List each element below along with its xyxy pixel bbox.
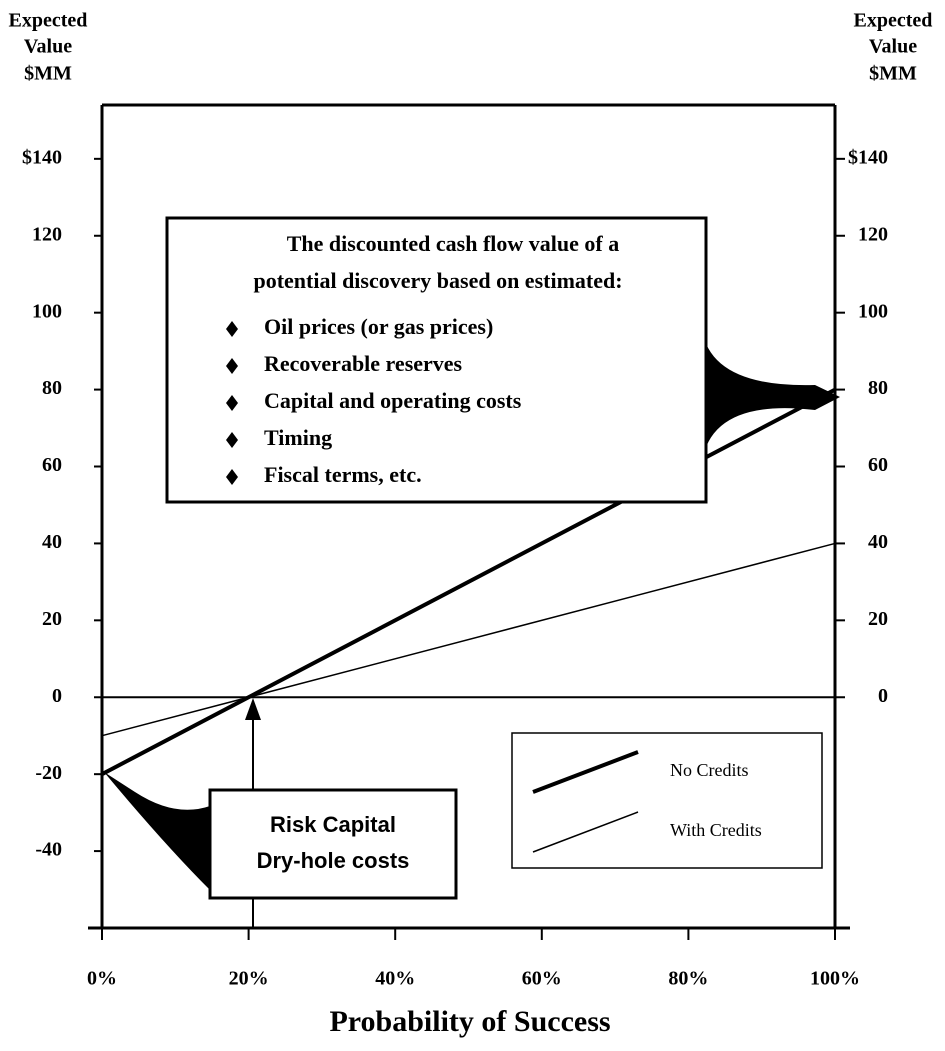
y-axis-label: Expected	[9, 10, 88, 32]
y-tick-label: 60	[42, 454, 62, 476]
bullet-diamond	[226, 432, 238, 448]
y-tick-label: 80	[42, 377, 62, 399]
info-text: potential discovery based on estimated:	[253, 268, 622, 293]
y-tick-label: -20	[35, 762, 62, 784]
y2-axis-label: $MM	[869, 63, 917, 85]
bullet-diamond	[226, 469, 238, 485]
legend-swatch	[532, 811, 639, 853]
arrow-head	[245, 698, 261, 720]
x-tick-label: 40%	[375, 968, 415, 990]
bullet-list: Oil prices (or gas prices) Recoverable re…	[226, 314, 522, 487]
y-tick-label: 0	[52, 685, 62, 707]
x-tick-label: 80%	[668, 968, 708, 990]
bullet-text: Recoverable reserves	[264, 351, 463, 376]
bullet-text: Timing	[264, 425, 332, 450]
y-axis-label: $MM	[24, 63, 72, 85]
x-tick-label: 60%	[522, 968, 562, 990]
y-tick-label: 100	[32, 300, 62, 322]
bullet-text: Oil prices (or gas prices)	[264, 314, 493, 339]
info-text: The discounted cash flow value of a	[287, 231, 619, 256]
series-line	[101, 542, 836, 737]
y-tick-label: 40	[42, 531, 62, 553]
x-tick-label: 100%	[810, 968, 860, 990]
x-tick-label: 20%	[229, 968, 269, 990]
legend-label: With Credits	[670, 820, 762, 840]
bullet-diamond	[226, 395, 238, 411]
plot-frame	[88, 103, 850, 930]
y2-tick-label: 20	[868, 608, 888, 630]
info-box	[165, 216, 708, 504]
y-tick-label: $140	[22, 146, 62, 168]
y-tick-label: 20	[42, 608, 62, 630]
y2-tick-label: 120	[858, 223, 888, 245]
x-axis-label: Probability of Success	[329, 1005, 610, 1038]
y2-tick-label: 40	[868, 531, 888, 553]
y-tick-label: -40	[35, 839, 62, 861]
y-tick-label: 120	[32, 223, 62, 245]
y2-tick-label: 100	[858, 300, 888, 322]
x-tick-label: 0%	[87, 968, 117, 990]
series-line	[101, 387, 836, 776]
y2-tick-label: 80	[868, 377, 888, 399]
y2-axis-label: Expected	[854, 10, 933, 32]
legend-swatch	[532, 750, 639, 794]
risk-box	[208, 788, 458, 900]
y-axis-label: Value	[24, 36, 72, 58]
legend-label: No Credits	[670, 760, 749, 780]
bullet-diamond	[226, 358, 238, 374]
legend	[511, 732, 823, 869]
risk-text: Dry-hole costs	[257, 848, 410, 873]
bullet-text: Capital and operating costs	[264, 388, 522, 413]
bullet-diamond	[226, 321, 238, 337]
bullet-text: Fiscal terms, etc.	[264, 462, 422, 487]
arrow	[702, 330, 840, 462]
y2-tick-label: 60	[868, 454, 888, 476]
y2-tick-label: 0	[878, 685, 888, 707]
arrow	[104, 772, 210, 890]
y2-tick-label: $140	[848, 146, 888, 168]
risk-text: Risk Capital	[270, 812, 396, 837]
y2-axis-label: Value	[869, 36, 917, 58]
